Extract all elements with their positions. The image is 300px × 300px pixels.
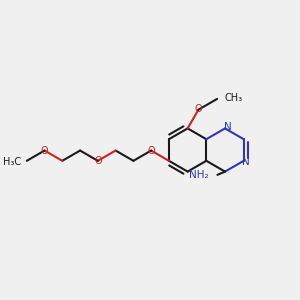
Text: NH₂: NH₂ xyxy=(189,170,208,180)
Text: N: N xyxy=(224,122,231,132)
Text: CH₃: CH₃ xyxy=(225,93,243,103)
Text: H₃C: H₃C xyxy=(3,157,21,167)
Text: O: O xyxy=(195,104,202,114)
Text: N: N xyxy=(242,157,250,167)
Text: O: O xyxy=(41,146,48,155)
Text: O: O xyxy=(94,156,102,166)
Text: O: O xyxy=(147,146,155,155)
